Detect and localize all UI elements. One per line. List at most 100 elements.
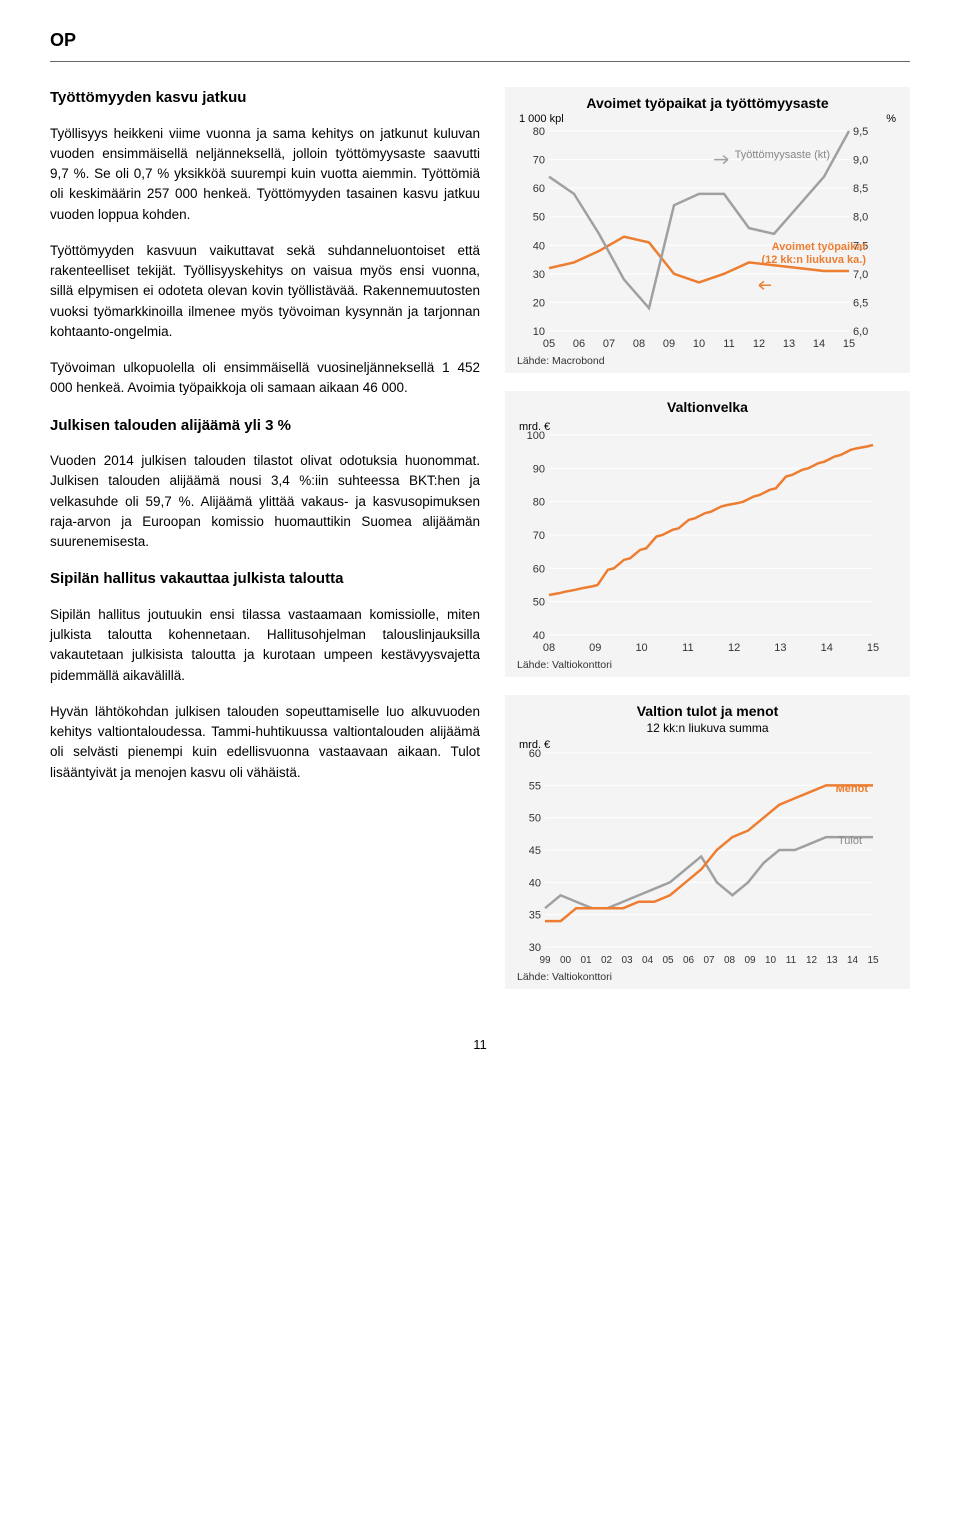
svg-text:15: 15 <box>867 642 879 654</box>
charts-column: Avoimet työpaikat ja työttömyysaste 1 00… <box>505 87 910 1007</box>
left-axis-unit: mrd. € <box>519 739 550 751</box>
svg-text:70: 70 <box>533 530 545 542</box>
svg-text:03: 03 <box>621 955 633 966</box>
two-column-layout: Työttömyyden kasvu jatkuu Työllisyys hei… <box>50 87 910 1007</box>
svg-text:6,5: 6,5 <box>853 297 868 309</box>
series-label-vacancies1: Avoimet työpaikat <box>772 241 866 253</box>
svg-text:05: 05 <box>662 955 674 966</box>
svg-text:10: 10 <box>765 955 777 966</box>
svg-text:07: 07 <box>603 338 615 350</box>
svg-text:14: 14 <box>847 955 859 966</box>
svg-text:09: 09 <box>589 642 601 654</box>
svg-text:07: 07 <box>703 955 715 966</box>
svg-text:02: 02 <box>601 955 613 966</box>
svg-text:9,0: 9,0 <box>853 155 868 167</box>
chart-svg: 6055504540353099000102030405060708091011… <box>513 739 883 969</box>
svg-text:10: 10 <box>635 642 647 654</box>
svg-text:13: 13 <box>783 338 795 350</box>
svg-text:50: 50 <box>529 813 541 825</box>
svg-text:09: 09 <box>663 338 675 350</box>
svg-text:70: 70 <box>533 155 545 167</box>
svg-text:60: 60 <box>533 183 545 195</box>
svg-text:90: 90 <box>533 463 545 475</box>
svg-text:35: 35 <box>529 910 541 922</box>
chart-revenue-expenditure: Valtion tulot ja menot 12 kk:n liukuva s… <box>505 695 910 989</box>
svg-text:11: 11 <box>682 642 693 654</box>
svg-text:05: 05 <box>543 338 555 350</box>
heading-deficit: Julkisen talouden alijäämä yli 3 % <box>50 415 480 438</box>
svg-text:01: 01 <box>580 955 592 966</box>
right-axis-unit: % <box>886 113 896 125</box>
paragraph: Työvoiman ulkopuolella oli ensimmäisellä… <box>50 358 480 399</box>
paragraph: Työllisyys heikkeni viime vuonna ja sama… <box>50 124 480 225</box>
svg-text:00: 00 <box>560 955 572 966</box>
svg-text:12: 12 <box>728 642 740 654</box>
svg-text:15: 15 <box>867 955 879 966</box>
svg-text:99: 99 <box>539 955 551 966</box>
svg-text:55: 55 <box>529 780 541 792</box>
svg-text:9,5: 9,5 <box>853 126 868 138</box>
svg-text:11: 11 <box>723 338 734 350</box>
page-header-logo: OP <box>50 30 910 51</box>
svg-text:80: 80 <box>533 126 545 138</box>
svg-text:14: 14 <box>821 642 833 654</box>
svg-text:06: 06 <box>573 338 585 350</box>
series-label-revenue: Tulot <box>838 835 862 847</box>
svg-text:60: 60 <box>533 563 545 575</box>
plot-area: mrd. € 1009080706050400809101112131415 <box>513 417 902 657</box>
chart-source: Lähde: Valtiokonttori <box>513 971 902 983</box>
svg-text:13: 13 <box>826 955 838 966</box>
svg-text:40: 40 <box>533 240 545 252</box>
plot-area: mrd. € 605550454035309900010203040506070… <box>513 739 902 969</box>
svg-text:09: 09 <box>744 955 756 966</box>
svg-text:14: 14 <box>813 338 825 350</box>
svg-text:40: 40 <box>533 630 545 642</box>
svg-text:30: 30 <box>533 269 545 281</box>
paragraph: Työttömyyden kasvuun vaikuttavat sekä su… <box>50 241 480 342</box>
left-axis-unit: 1 000 kpl <box>519 113 564 125</box>
svg-text:08: 08 <box>633 338 645 350</box>
left-axis-unit: mrd. € <box>519 421 550 433</box>
series-label-unemployment: Työttömyysaste (kt) <box>735 149 830 161</box>
svg-text:11: 11 <box>786 955 797 966</box>
svg-text:15: 15 <box>843 338 855 350</box>
paragraph: Sipilän hallitus joutuukin ensi tilassa … <box>50 605 480 686</box>
svg-text:80: 80 <box>533 497 545 509</box>
chart-title: Avoimet työpaikat ja työttömyysaste <box>513 95 902 111</box>
plot-area: 1 000 kpl % 809,5709,0608,5508,0407,5307… <box>513 113 902 353</box>
series-label-vacancies2: (12 kk:n liukuva ka.) <box>761 254 866 266</box>
heading-unemployment: Työttömyyden kasvu jatkuu <box>50 87 480 110</box>
svg-text:10: 10 <box>533 326 545 338</box>
svg-text:50: 50 <box>533 212 545 224</box>
svg-text:06: 06 <box>683 955 695 966</box>
paragraph: Hyvän lähtökohdan julkisen talouden sope… <box>50 702 480 783</box>
svg-text:08: 08 <box>543 642 555 654</box>
chart-source: Lähde: Macrobond <box>513 355 902 367</box>
svg-text:8,5: 8,5 <box>853 183 868 195</box>
svg-text:50: 50 <box>533 597 545 609</box>
svg-text:12: 12 <box>806 955 818 966</box>
chart-title: Valtion tulot ja menot <box>513 703 902 719</box>
svg-text:40: 40 <box>529 877 541 889</box>
series-label-expenditure: Menot <box>836 783 868 795</box>
page-number: 11 <box>50 1037 910 1052</box>
svg-text:08: 08 <box>724 955 736 966</box>
svg-text:04: 04 <box>642 955 654 966</box>
svg-text:7,0: 7,0 <box>853 269 868 281</box>
svg-text:8,0: 8,0 <box>853 212 868 224</box>
heading-government: Sipilän hallitus vakauttaa julkista talo… <box>50 568 480 591</box>
chart-unemployment-vacancies: Avoimet työpaikat ja työttömyysaste 1 00… <box>505 87 910 373</box>
svg-text:20: 20 <box>533 297 545 309</box>
svg-text:12: 12 <box>753 338 765 350</box>
chart-source: Lähde: Valtiokonttori <box>513 659 902 671</box>
svg-text:45: 45 <box>529 845 541 857</box>
chart-svg: 1009080706050400809101112131415 <box>513 417 883 657</box>
svg-text:30: 30 <box>529 942 541 954</box>
paragraph: Vuoden 2014 julkisen talouden tilastot o… <box>50 451 480 552</box>
svg-text:6,0: 6,0 <box>853 326 868 338</box>
chart-subtitle: 12 kk:n liukuva summa <box>513 721 902 735</box>
chart-title: Valtionvelka <box>513 399 902 415</box>
text-column: Työttömyyden kasvu jatkuu Työllisyys hei… <box>50 87 480 1007</box>
chart-government-debt: Valtionvelka mrd. € 10090807060504008091… <box>505 391 910 677</box>
header-rule <box>50 61 910 62</box>
